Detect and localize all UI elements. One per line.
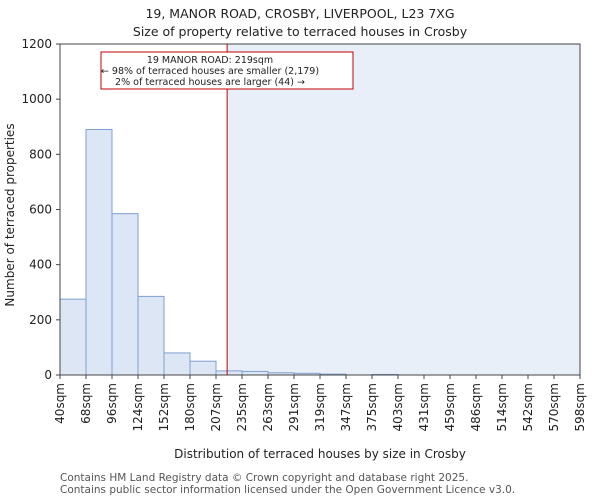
x-tick-label: 375sqm [365, 383, 379, 431]
histogram-bar [189, 360, 217, 376]
x-tick-label: 263sqm [261, 383, 275, 431]
x-tick-label: 486sqm [469, 383, 483, 431]
histogram-bar [163, 352, 191, 376]
larger-region-shade [227, 44, 580, 375]
y-tick-label: 1000 [21, 92, 52, 106]
chart-subtitle: Size of property relative to terraced ho… [132, 24, 468, 39]
annotation-line-2: ← 98% of terraced houses are smaller (2,… [101, 66, 319, 77]
histogram-bar [137, 295, 165, 376]
x-tick-label: 207sqm [209, 383, 223, 431]
y-tick-label: 200 [29, 313, 52, 327]
x-tick-label: 96sqm [105, 383, 119, 424]
x-tick-label: 542sqm [521, 383, 535, 431]
y-tick-label: 1200 [21, 37, 52, 51]
x-tick-label: 152sqm [157, 383, 171, 431]
footer-copyright: Contains HM Land Registry data © Crown c… [60, 472, 469, 484]
annotation-line-1: 19 MANOR ROAD: 219sqm [147, 55, 273, 66]
x-tick-label: 180sqm [183, 383, 197, 431]
x-tick-label: 347sqm [339, 383, 353, 431]
x-tick-label: 598sqm [573, 383, 587, 431]
x-tick-label: 319sqm [313, 383, 327, 431]
x-tick-label: 514sqm [495, 383, 509, 431]
histogram-bar [241, 370, 269, 376]
y-tick-label: 0 [44, 368, 52, 382]
y-tick-label: 800 [29, 147, 52, 161]
x-tick-label: 235sqm [235, 383, 249, 431]
y-axis-label: Number of terraced properties [3, 123, 17, 306]
annotation-line-3: 2% of terraced houses are larger (44) → [115, 77, 305, 88]
x-axis-label: Distribution of terraced houses by size … [174, 447, 466, 461]
y-tick-label: 400 [29, 258, 52, 272]
x-tick-label: 68sqm [79, 383, 93, 424]
x-tick-label: 124sqm [131, 383, 145, 431]
x-tick-label: 403sqm [391, 383, 405, 431]
chart-title: 19, MANOR ROAD, CROSBY, LIVERPOOL, L23 7… [145, 6, 455, 21]
x-tick-label: 431sqm [417, 383, 431, 431]
histogram-bar [215, 370, 243, 376]
x-tick-label: 570sqm [547, 383, 561, 431]
y-tick-label: 600 [29, 203, 52, 217]
histogram-bar [59, 298, 87, 376]
x-tick-label: 291sqm [287, 383, 301, 431]
x-tick-label: 40sqm [53, 383, 67, 424]
footer-licence: Contains public sector information licen… [60, 484, 516, 496]
x-tick-label: 459sqm [443, 383, 457, 431]
annotation-box [100, 51, 354, 90]
histogram-bar [111, 213, 139, 376]
histogram-bar [85, 129, 113, 376]
